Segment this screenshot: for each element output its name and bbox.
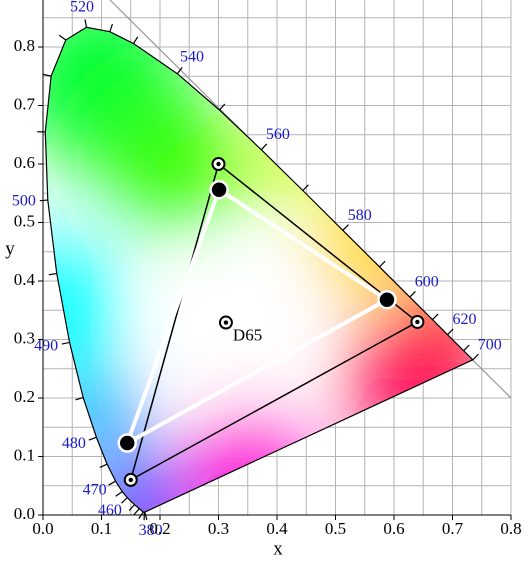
x-tick-label: 0.0 <box>32 519 53 538</box>
primary-point-center <box>128 477 133 483</box>
wavelength-tick <box>109 23 113 32</box>
wavelength-tick <box>88 436 97 441</box>
wavelength-tick <box>75 397 84 401</box>
data: 380460470480490500520540560580600620700D… <box>12 0 502 539</box>
wavelength-tick <box>115 491 123 497</box>
wavelength-tick <box>39 199 48 202</box>
y-tick-label: 0.5 <box>14 211 35 230</box>
wavelength-tick <box>260 143 268 151</box>
x-tick-label: 0.1 <box>91 519 112 538</box>
wavelength-tick <box>379 260 386 268</box>
primary-point <box>377 289 397 310</box>
primary-point-center <box>216 161 221 167</box>
wavelength-label: 520 <box>70 0 94 15</box>
y-tick-label: 0.4 <box>14 270 36 289</box>
x-tick-label: 0.3 <box>208 519 229 538</box>
y-tick-label: 0.3 <box>14 328 35 347</box>
wavelength-label: 470 <box>83 482 107 499</box>
x-tick-label: 0.8 <box>500 519 521 538</box>
y-tick-label: 0.8 <box>14 36 35 55</box>
wavelength-label: 490 <box>34 337 58 354</box>
x-tick-label: 0.7 <box>442 519 464 538</box>
wavelength-tick <box>84 19 88 28</box>
wavelength-tick <box>132 36 139 44</box>
wavelength-tick <box>48 272 57 276</box>
primary-point <box>117 433 137 453</box>
wavelength-tick <box>176 67 183 75</box>
white-point-center <box>223 320 229 325</box>
wavelength-label: 500 <box>12 192 36 209</box>
wavelength-label: 560 <box>266 126 290 143</box>
wavelength-label: 480 <box>62 435 86 452</box>
gamut-triangle <box>123 186 391 448</box>
wavelength-tick <box>99 463 108 468</box>
wavelength-tick <box>302 184 309 191</box>
wavelength-tick <box>108 480 116 486</box>
wavelength-label: 600 <box>415 274 439 291</box>
white-point-label: D65 <box>233 325 262 344</box>
wavelength-tick <box>58 34 67 41</box>
wavelength-tick <box>218 103 226 111</box>
primary-point <box>209 179 229 200</box>
wavelength-tick <box>121 497 128 504</box>
wavelength-tick <box>463 344 470 352</box>
spectral-locus <box>44 26 474 513</box>
x-tick-label: 0.5 <box>325 519 346 538</box>
wavelength-tick <box>432 313 439 321</box>
wavelength-tick <box>144 511 148 520</box>
wavelength-tick <box>472 353 479 361</box>
wavelength-label: 700 <box>478 336 502 353</box>
x-tick-label: 0.2 <box>149 519 170 538</box>
wavelength-label: 580 <box>348 207 372 224</box>
x-axis-label: x <box>273 538 283 559</box>
wavelength-tick <box>133 508 140 516</box>
wavelength-tick <box>342 224 349 231</box>
y-tick-label: 0.2 <box>14 387 35 406</box>
wavelength-label: 620 <box>452 311 476 328</box>
y-tick-label: 0.1 <box>14 445 35 464</box>
wavelength-tick <box>61 341 70 345</box>
gamut-triangle <box>129 162 419 482</box>
wavelength-tick <box>43 73 52 77</box>
x-tick-label: 0.6 <box>383 519 404 538</box>
y-tick-label: 0.7 <box>14 94 36 113</box>
wavelength-tick <box>409 290 416 298</box>
y-tick-label: 0.0 <box>14 504 35 523</box>
wavelength-tick <box>447 328 454 336</box>
primary-point-center <box>415 319 420 325</box>
wavelength-label: 540 <box>180 49 204 66</box>
y-tick-label: 0.6 <box>14 153 35 172</box>
wavelength-label: 380 <box>139 522 163 539</box>
wavelength-tick <box>128 504 136 511</box>
y-axis-label: y <box>5 238 15 259</box>
x-tick-label: 0.4 <box>266 519 288 538</box>
